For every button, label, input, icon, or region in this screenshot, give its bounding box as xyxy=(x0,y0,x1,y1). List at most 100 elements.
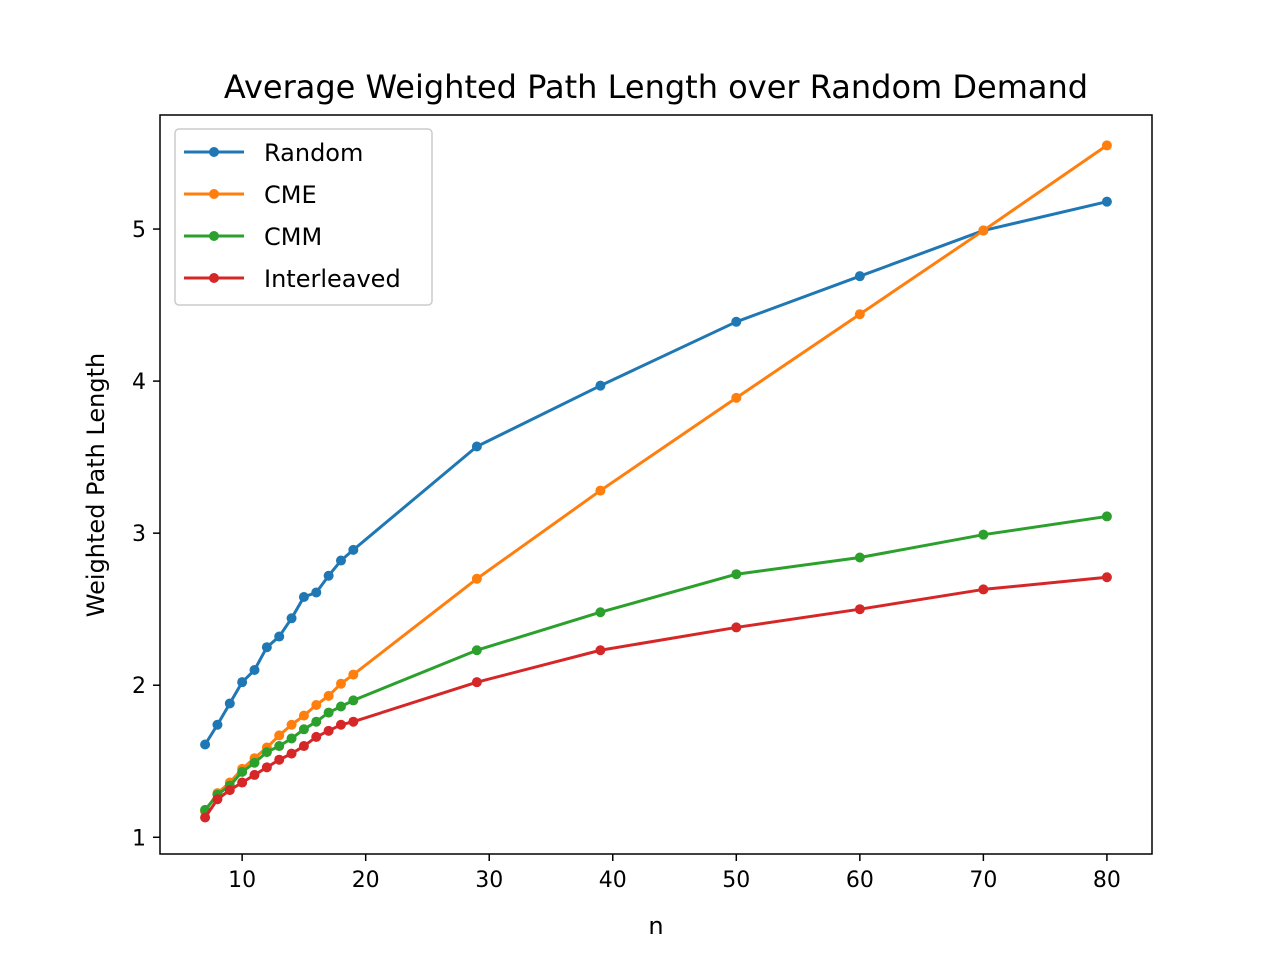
data-point-interleaved xyxy=(224,785,235,796)
data-point-interleaved xyxy=(854,604,865,615)
series-interleaved xyxy=(200,572,1112,823)
data-point-random xyxy=(348,544,359,555)
y-tick-label: 5 xyxy=(132,218,146,243)
data-point-cmm xyxy=(261,747,272,758)
data-point-random xyxy=(854,271,865,282)
data-point-cmm xyxy=(978,529,989,540)
legend-marker-random xyxy=(209,147,219,157)
data-point-cmm xyxy=(731,569,742,580)
data-point-interleaved xyxy=(311,731,322,742)
series-cmm xyxy=(200,511,1112,815)
data-point-cmm xyxy=(249,757,260,768)
data-point-random xyxy=(224,698,235,709)
series-random xyxy=(200,196,1112,750)
data-point-interleaved xyxy=(471,677,482,688)
data-point-cmm xyxy=(298,724,309,735)
data-point-interleaved xyxy=(348,716,359,727)
data-point-interleaved xyxy=(978,584,989,595)
data-point-interleaved xyxy=(274,754,285,765)
data-point-interleaved xyxy=(335,719,346,730)
data-point-cmm xyxy=(1101,511,1112,522)
legend-label-interleaved: Interleaved xyxy=(264,265,401,293)
legend-marker-cmm xyxy=(209,231,219,241)
data-point-cme xyxy=(731,392,742,403)
legend-item-cme: CME xyxy=(184,181,317,209)
x-tick-label: 50 xyxy=(722,868,750,893)
x-tick-label: 30 xyxy=(475,868,503,893)
data-point-cmm xyxy=(471,645,482,656)
plot-frame xyxy=(159,114,1153,855)
data-point-random xyxy=(200,739,211,750)
y-axis-label: Weighted Path Length xyxy=(82,353,110,617)
legend-item-cmm: CMM xyxy=(184,223,322,251)
data-point-cme xyxy=(978,225,989,236)
data-point-interleaved xyxy=(731,622,742,633)
data-point-interleaved xyxy=(200,812,211,823)
data-point-cme xyxy=(274,730,285,741)
y-tick-label: 1 xyxy=(132,826,146,851)
data-point-interleaved xyxy=(237,777,248,788)
x-axis-label: n xyxy=(648,912,663,940)
data-point-cmm xyxy=(237,766,248,777)
data-point-cme xyxy=(298,710,309,721)
legend-box xyxy=(174,128,433,306)
x-tick-label: 20 xyxy=(352,868,380,893)
data-point-random xyxy=(286,613,297,624)
data-point-cmm xyxy=(335,701,346,712)
plot-area xyxy=(200,140,1112,823)
data-point-random xyxy=(311,587,322,598)
legend-label-cmm: CMM xyxy=(264,223,322,251)
data-point-random xyxy=(261,642,272,653)
legend-item-interleaved: Interleaved xyxy=(184,265,401,293)
x-tick-label: 40 xyxy=(599,868,627,893)
data-point-cme xyxy=(348,669,359,680)
data-point-random xyxy=(595,380,606,391)
chart-title: Average Weighted Path Length over Random… xyxy=(224,68,1088,106)
data-point-cmm xyxy=(854,552,865,563)
data-point-random xyxy=(237,677,248,688)
data-point-random xyxy=(298,592,309,603)
x-tick-label: 60 xyxy=(846,868,874,893)
data-point-interleaved xyxy=(249,769,260,780)
data-point-random xyxy=(731,316,742,327)
data-point-cme xyxy=(286,719,297,730)
data-point-interleaved xyxy=(261,762,272,773)
data-point-cme xyxy=(1101,140,1112,151)
data-point-random xyxy=(274,631,285,642)
data-point-cme xyxy=(595,485,606,496)
y-tick-label: 4 xyxy=(132,370,146,395)
data-point-cmm xyxy=(311,716,322,727)
data-point-interleaved xyxy=(286,748,297,759)
data-point-cmm xyxy=(348,695,359,706)
legend-label-cme: CME xyxy=(264,181,317,209)
data-point-random xyxy=(249,665,260,676)
legend-marker-interleaved xyxy=(209,273,219,283)
data-point-cmm xyxy=(595,607,606,618)
data-point-random xyxy=(1101,196,1112,207)
data-point-interleaved xyxy=(212,794,223,805)
legend: Random CME CMM Interleaved xyxy=(174,128,433,306)
data-point-random xyxy=(335,555,346,566)
data-point-cmm xyxy=(274,741,285,752)
data-point-cme xyxy=(471,573,482,584)
y-tick-label: 3 xyxy=(132,522,146,547)
data-point-interleaved xyxy=(323,725,334,736)
y-tick-label: 2 xyxy=(132,674,146,699)
data-point-interleaved xyxy=(1101,572,1112,583)
legend-marker-cme xyxy=(209,189,219,199)
data-point-interleaved xyxy=(298,741,309,752)
data-point-cme xyxy=(854,309,865,320)
data-point-cme xyxy=(323,690,334,701)
data-point-cme xyxy=(335,678,346,689)
legend-item-random: Random xyxy=(184,139,363,167)
data-point-random xyxy=(471,441,482,452)
data-point-cmm xyxy=(323,707,334,718)
data-point-cmm xyxy=(286,733,297,744)
legend-label-random: Random xyxy=(264,139,363,167)
data-point-random xyxy=(323,570,334,581)
data-point-cme xyxy=(311,699,322,710)
data-point-random xyxy=(212,719,223,730)
x-tick-label: 80 xyxy=(1093,868,1121,893)
axes: 10 20 30 40 50 60 70 80 1 2 3 4 5 xyxy=(132,218,1121,893)
